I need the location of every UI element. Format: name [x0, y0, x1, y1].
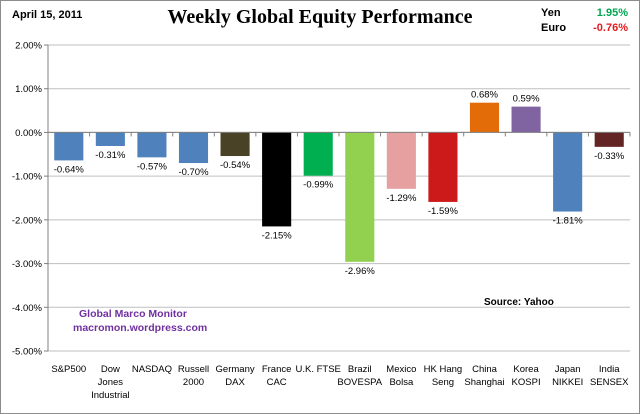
category-label: CAC	[267, 377, 287, 388]
bar	[511, 106, 541, 133]
report-date: April 15, 2011	[12, 9, 83, 21]
category-label: Seng	[432, 377, 454, 388]
category-label: Brazil	[348, 364, 372, 375]
category-label: India	[599, 364, 620, 375]
y-tick-label: -4.00%	[12, 303, 43, 314]
watermark-url: macromon.wordpress.com	[73, 322, 208, 334]
bar	[262, 132, 292, 227]
data-label: -0.31%	[95, 150, 126, 161]
data-label: -1.59%	[428, 206, 459, 217]
category-label: Bolsa	[389, 377, 413, 388]
data-label: -0.99%	[303, 180, 334, 191]
category-label: Japan	[555, 364, 581, 375]
y-tick-label: 2.00%	[15, 41, 42, 52]
chart-title: Weekly Global Equity Performance	[167, 6, 473, 28]
bar	[303, 132, 333, 176]
bar	[469, 102, 500, 133]
y-tick-label: 1.00%	[15, 84, 42, 95]
category-label: NIKKEI	[552, 377, 583, 388]
category-label: KOSPI	[512, 377, 541, 388]
bar	[137, 132, 167, 158]
category-label: DAX	[225, 377, 245, 388]
y-tick-label: -2.00%	[12, 215, 43, 226]
data-label: 0.59%	[513, 94, 540, 105]
category-label: U.K. FTSE	[296, 364, 341, 375]
bar	[345, 132, 375, 262]
fx-yen-label: Yen	[541, 7, 561, 19]
bar	[594, 132, 624, 147]
data-label: 0.68%	[471, 90, 498, 101]
bar	[428, 132, 458, 202]
category-label: China	[472, 364, 498, 375]
category-label: 2000	[183, 377, 204, 388]
category-label: Industrial	[91, 390, 130, 401]
y-tick-label: -3.00%	[12, 259, 43, 270]
category-label: S&P500	[51, 364, 86, 375]
watermark-title: Global Marco Monitor	[79, 308, 187, 320]
data-label: -0.54%	[220, 160, 251, 171]
category-label: NASDAQ	[132, 364, 172, 375]
category-label: HK Hang	[424, 364, 463, 375]
fx-euro-value: -0.76%	[593, 22, 628, 34]
source-note: Source: Yahoo	[484, 297, 554, 308]
data-label: -0.64%	[54, 164, 85, 175]
bar	[220, 132, 250, 157]
fx-euro-label: Euro	[541, 22, 567, 34]
data-label: -0.70%	[178, 167, 209, 178]
category-label: Jones	[98, 377, 124, 388]
category-label: SENSEX	[590, 377, 629, 388]
bar	[386, 132, 416, 189]
bar	[178, 132, 209, 164]
y-tick-label: -5.00%	[12, 347, 43, 358]
bar	[95, 132, 125, 146]
data-label: -2.96%	[345, 266, 376, 277]
data-label: -0.57%	[137, 161, 168, 172]
category-label: Korea	[513, 364, 539, 375]
bar	[553, 132, 583, 212]
fx-yen-value: 1.95%	[596, 7, 628, 19]
y-tick-label: -1.00%	[12, 172, 43, 183]
category-label: France	[262, 364, 292, 375]
category-label: Dow	[101, 364, 120, 375]
data-label: -0.33%	[594, 151, 625, 162]
bar	[54, 132, 84, 161]
category-label: Shanghai	[464, 377, 504, 388]
category-label: Germany	[216, 364, 255, 375]
data-label: -1.29%	[386, 193, 417, 204]
y-tick-label: 0.00%	[15, 128, 42, 139]
data-label: -1.81%	[553, 216, 584, 227]
category-label: Russell	[178, 364, 209, 375]
data-label: -2.15%	[262, 230, 293, 241]
category-label: BOVESPA	[337, 377, 382, 388]
category-label: Mexico	[386, 364, 416, 375]
